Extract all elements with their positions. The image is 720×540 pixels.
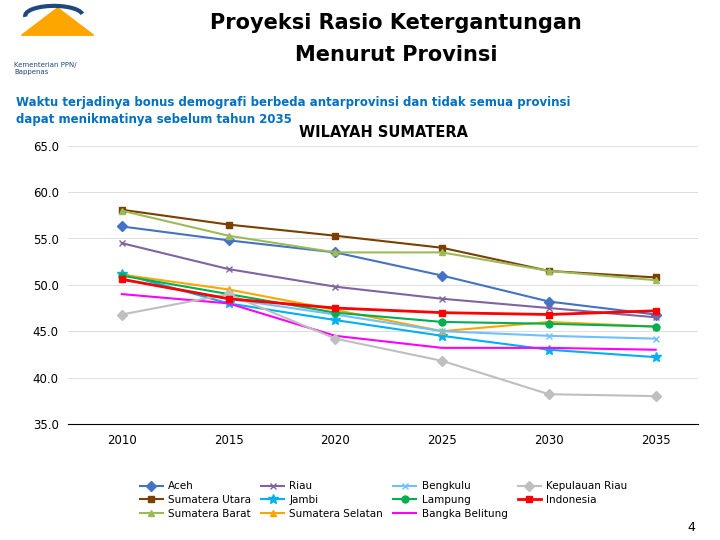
Text: Kementerian PPN/
Bappenas: Kementerian PPN/ Bappenas	[14, 63, 77, 76]
Text: Proyeksi Rasio Ketergantungan: Proyeksi Rasio Ketergantungan	[210, 14, 582, 33]
Title: WILAYAH SUMATERA: WILAYAH SUMATERA	[299, 125, 468, 140]
Legend: Aceh, Sumatera Utara, Sumatera Barat, Riau, Jambi, Sumatera Selatan, Bengkulu, L: Aceh, Sumatera Utara, Sumatera Barat, Ri…	[138, 479, 629, 521]
Text: 4: 4	[687, 521, 695, 534]
Polygon shape	[22, 8, 94, 35]
Text: Menurut Provinsi: Menurut Provinsi	[294, 45, 498, 65]
Text: Waktu terjadinya bonus demografi berbeda antarprovinsi dan tidak semua provinsi
: Waktu terjadinya bonus demografi berbeda…	[16, 96, 570, 126]
